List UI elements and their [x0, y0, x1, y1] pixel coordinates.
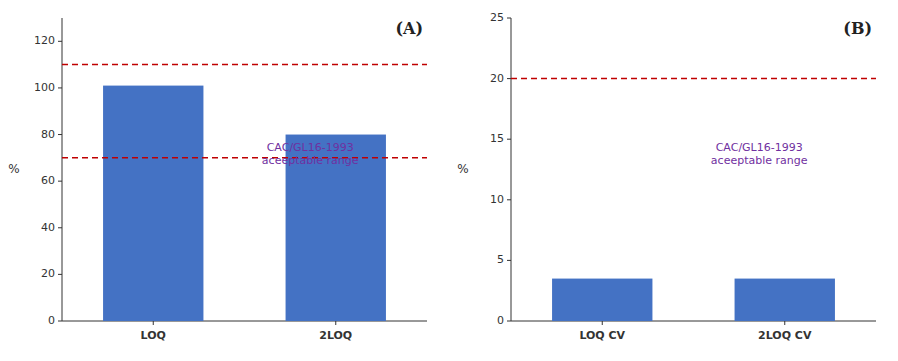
x-tick	[335, 321, 336, 325]
y-tick	[58, 274, 62, 275]
y-tick	[58, 87, 62, 88]
y-tick-label: 0	[497, 314, 504, 327]
y-tick	[507, 78, 511, 79]
x-tick-label: 2LOQ	[319, 329, 352, 342]
y-tick	[507, 260, 511, 261]
annotation: CAC/GL16-1993aceeptable range	[711, 141, 808, 167]
y-tick-label: 20	[41, 267, 55, 280]
panel-label: (A)	[395, 19, 423, 38]
reference-line	[511, 78, 876, 80]
y-tick	[507, 321, 511, 322]
chart-canvas: 020406080100120%LOQ2LOQCAC/GL16-1993acee…	[0, 0, 898, 361]
plot-area	[62, 65, 427, 321]
annotation-line: CAC/GL16-1993	[716, 141, 803, 154]
panel: 0 5 10 15 20 25% LOQ CV 2LOQ CV CAC/GL16-1993ace…	[457, 11, 876, 342]
bar	[103, 86, 203, 321]
y-tick	[58, 227, 62, 228]
annotation-line: aceeptable range	[262, 154, 359, 167]
y-tick-label: 5	[497, 253, 504, 266]
y-tick	[507, 139, 511, 140]
y-tick-label: 10	[490, 193, 504, 206]
y-tick-label: 100	[34, 81, 55, 94]
y-tick	[58, 41, 62, 42]
annotation-line: CAC/GL16-1993	[267, 141, 354, 154]
x-tick-label: 2LOQ CV	[758, 329, 812, 342]
y-axis-label: %	[457, 162, 468, 176]
y-tick-label: 80	[41, 128, 55, 141]
y-axis-label: %	[8, 162, 19, 176]
y-tick	[58, 321, 62, 322]
y-tick-label: 15	[490, 132, 504, 145]
y-axis-line	[511, 18, 512, 321]
reference-line	[62, 157, 427, 159]
panel: 0 20 40 60 80 100 120% LOQ 2LOQ CAC/GL16-1993acee…	[8, 18, 427, 342]
annotation-line: aceeptable range	[711, 154, 808, 167]
panel-label: (B)	[843, 19, 872, 38]
y-tick-label: 20	[490, 72, 504, 85]
y-tick	[58, 134, 62, 135]
reference-line	[62, 64, 427, 66]
y-tick-label: 40	[41, 221, 55, 234]
y-tick	[58, 181, 62, 182]
y-tick	[507, 199, 511, 200]
y-tick-label: 120	[34, 34, 55, 47]
x-tick	[153, 321, 154, 325]
y-tick-label: 25	[490, 11, 504, 24]
y-axis-line	[62, 18, 63, 321]
y-tick-label: 60	[41, 174, 55, 187]
y-tick-label: 0	[48, 314, 55, 327]
plot-area	[511, 79, 876, 321]
x-tick	[602, 321, 603, 325]
annotation: CAC/GL16-1993aceeptable range	[262, 141, 359, 167]
y-tick	[507, 18, 511, 19]
bar	[552, 279, 652, 321]
x-tick-label: LOQ CV	[579, 329, 625, 342]
x-tick-label: LOQ	[141, 329, 166, 342]
bar	[735, 279, 835, 321]
x-tick	[784, 321, 785, 325]
